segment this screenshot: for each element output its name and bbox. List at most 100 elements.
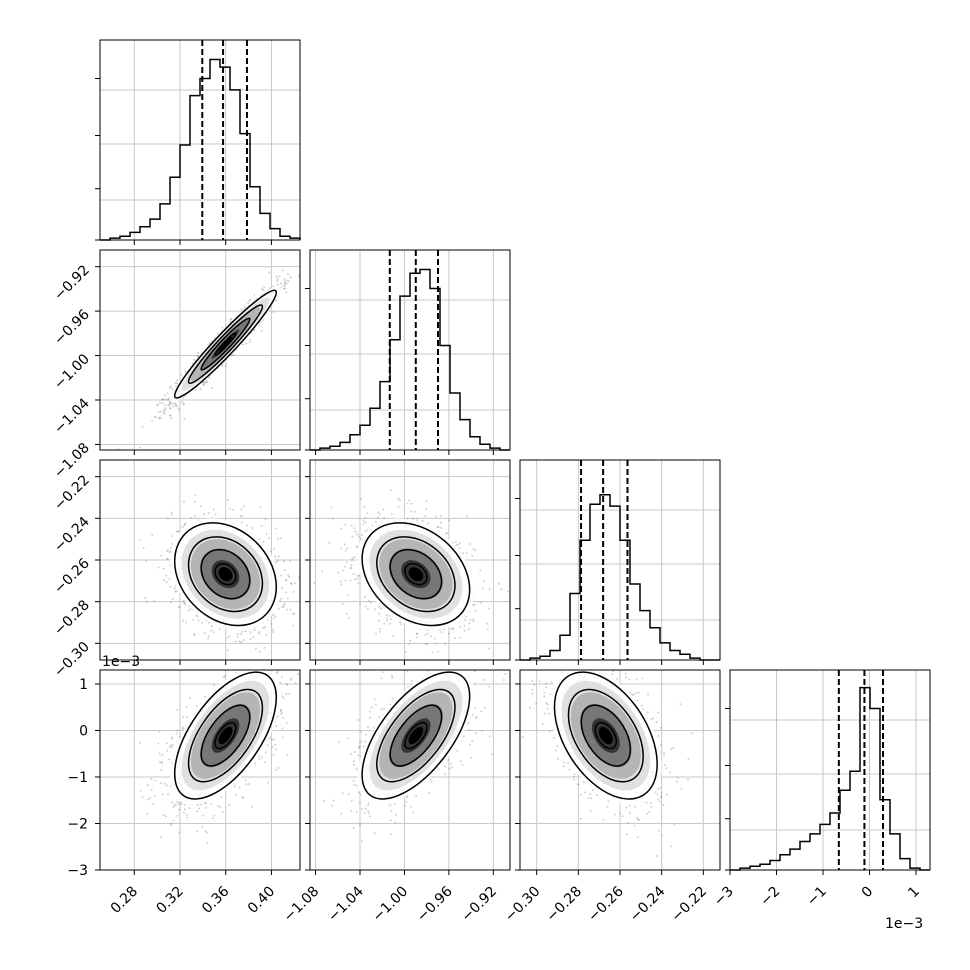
sample-point (302, 266, 304, 268)
sample-point (183, 417, 186, 420)
sample-point (168, 551, 171, 554)
sample-point (374, 520, 377, 523)
sample-point (164, 403, 167, 406)
sample-point (427, 522, 430, 525)
sample-point (169, 822, 172, 825)
sample-point (159, 410, 162, 413)
sample-point (164, 407, 167, 410)
sample-point (279, 708, 282, 711)
sample-point (192, 618, 195, 621)
sample-point (285, 693, 288, 696)
sample-point (171, 388, 174, 391)
sample-point (411, 517, 414, 520)
sample-point (339, 580, 342, 583)
sample-point (238, 640, 241, 643)
axes-frame (99, 249, 301, 451)
sample-point (165, 574, 168, 577)
sample-point (356, 574, 359, 577)
contour-line (404, 562, 428, 586)
sample-point (408, 499, 411, 502)
sample-point (230, 662, 232, 664)
sample-point (304, 263, 306, 265)
histogram-p2 (310, 268, 510, 451)
sample-point (278, 275, 281, 278)
sample-point (187, 609, 190, 612)
sample-point (153, 795, 156, 798)
sample-point (208, 621, 211, 624)
sample-point (486, 628, 489, 631)
sample-point (376, 516, 379, 519)
sample-point (182, 403, 185, 406)
sample-point (230, 318, 233, 321)
sample-point (197, 355, 200, 358)
sample-point (281, 652, 283, 654)
grid-lines (310, 250, 510, 450)
sample-point (385, 614, 388, 617)
sample-point (228, 507, 231, 510)
sample-point (281, 666, 283, 668)
sample-point (431, 651, 434, 654)
sample-point (264, 518, 267, 521)
sample-point (344, 549, 347, 552)
sample-point (174, 382, 177, 385)
sample-point (399, 621, 402, 624)
sample-point (368, 599, 371, 602)
sample-point (406, 502, 409, 505)
sample-point (175, 382, 178, 385)
sample-point (345, 561, 348, 564)
sample-point (289, 559, 292, 562)
sample-point (472, 547, 475, 550)
sample-point (346, 594, 349, 597)
sample-point (169, 407, 172, 410)
sample-point (389, 617, 392, 620)
sample-point (166, 392, 169, 395)
sample-point (290, 582, 293, 585)
sample-point (353, 527, 356, 530)
sample-point (285, 279, 288, 282)
sample-point (254, 648, 257, 651)
sample-point (350, 566, 353, 569)
sample-point (246, 524, 249, 527)
histogram-p1 (100, 58, 301, 241)
sample-point (378, 512, 381, 515)
sample-point (177, 407, 180, 410)
sample-point (416, 632, 419, 635)
contour-line (214, 562, 237, 586)
sample-point (400, 623, 403, 626)
sample-point (158, 730, 161, 733)
sample-point (245, 655, 247, 657)
sample-point (274, 744, 277, 747)
sample-point (221, 810, 224, 813)
sample-point (174, 590, 177, 593)
sample-point (451, 626, 454, 629)
sample-point (262, 319, 265, 322)
sample-point (219, 806, 222, 809)
sample-point (473, 603, 476, 606)
sample-point (158, 416, 161, 419)
sample-point (166, 749, 169, 752)
sample-point (203, 513, 206, 516)
sample-point (182, 619, 185, 622)
sample-point (286, 597, 289, 600)
grid-lines (520, 460, 720, 660)
sample-point (210, 629, 213, 632)
sample-point (224, 364, 227, 367)
sample-point (421, 519, 424, 522)
sample-point (236, 636, 239, 639)
sample-point (321, 541, 323, 543)
sample-point (169, 414, 172, 417)
sample-point (170, 511, 173, 514)
sample-point (226, 649, 229, 652)
sample-point (169, 414, 172, 417)
sample-point (321, 570, 324, 573)
scatter-panel (313, 489, 509, 654)
sample-point (211, 625, 214, 628)
sample-point (151, 420, 154, 423)
sample-point (208, 341, 211, 344)
sample-point (144, 559, 147, 562)
sample-point (463, 630, 466, 633)
sample-point (500, 588, 503, 591)
sample-point (176, 379, 179, 382)
grid-lines (100, 250, 300, 450)
